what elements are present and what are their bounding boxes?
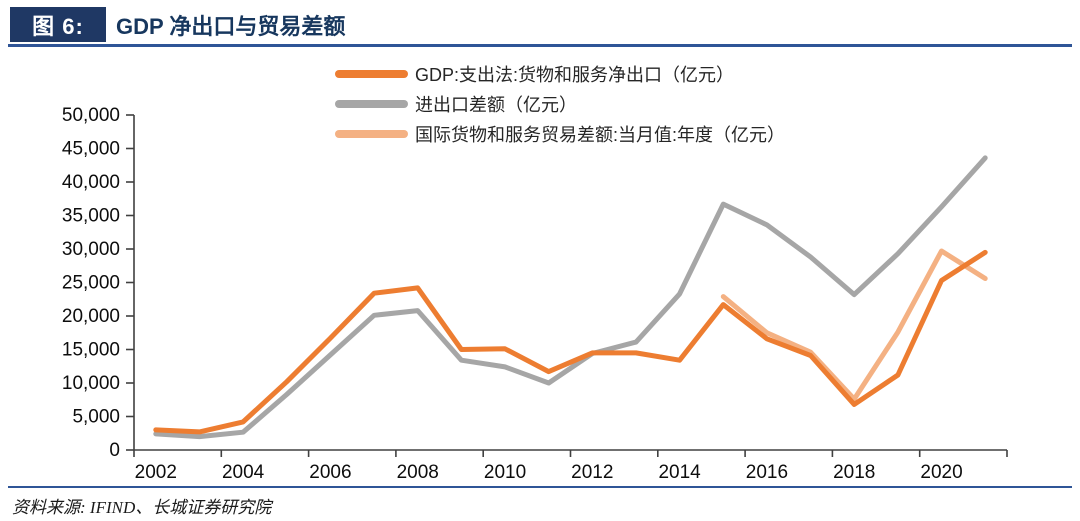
legend-item-gdp-net-exports: GDP:支出法:货物和服务净出口（亿元） bbox=[335, 59, 785, 89]
x-tick-label: 2018 bbox=[833, 462, 875, 483]
figure-title: GDP 净出口与贸易差额 bbox=[116, 14, 346, 39]
legend-swatch-peach bbox=[335, 130, 408, 138]
y-tick-label: 10,000 bbox=[62, 373, 120, 394]
source-note: 资料来源: IFIND、长城证券研究院 bbox=[12, 498, 272, 517]
y-tick-label: 50,000 bbox=[62, 105, 120, 126]
x-tick-label: 2012 bbox=[571, 462, 613, 483]
x-tick-label: 2002 bbox=[135, 462, 177, 483]
figure-number-badge: 图 6: bbox=[10, 7, 106, 42]
x-tick-label: 2014 bbox=[658, 462, 701, 483]
legend-swatch-gray bbox=[335, 100, 408, 108]
legend-swatch-orange bbox=[335, 70, 408, 78]
chart-legend: GDP:支出法:货物和服务净出口（亿元） 进出口差额（亿元） 国际货物和服务贸易… bbox=[335, 59, 785, 149]
y-tick-label: 0 bbox=[109, 440, 120, 461]
x-tick-label: 2004 bbox=[222, 462, 265, 483]
series-line-bop-goods-services bbox=[720, 248, 988, 402]
header-divider bbox=[8, 44, 1072, 47]
y-tick-label: 30,000 bbox=[62, 239, 120, 260]
series-line-trade-balance bbox=[153, 155, 988, 440]
y-tick-label: 5,000 bbox=[72, 407, 120, 428]
legend-label: 国际货物和服务贸易差额:当月值:年度（亿元） bbox=[415, 125, 785, 145]
y-tick-label: 35,000 bbox=[62, 206, 120, 227]
y-tick-label: 45,000 bbox=[62, 139, 120, 160]
footer-divider bbox=[8, 486, 1072, 488]
x-tick-label: 2008 bbox=[397, 462, 439, 483]
y-tick-label: 25,000 bbox=[62, 273, 120, 294]
x-tick-label: 2020 bbox=[920, 462, 962, 483]
legend-item-trade-balance: 进出口差额（亿元） bbox=[335, 89, 785, 119]
y-tick-label: 15,000 bbox=[62, 340, 120, 361]
legend-label: GDP:支出法:货物和服务净出口（亿元） bbox=[415, 65, 735, 85]
x-tick-label: 2006 bbox=[309, 462, 351, 483]
x-tick-label: 2010 bbox=[484, 462, 526, 483]
y-tick-label: 40,000 bbox=[62, 172, 120, 193]
series-line-gdp-net-exports bbox=[153, 249, 988, 435]
x-tick-label: 2016 bbox=[746, 462, 788, 483]
legend-label: 进出口差额（亿元） bbox=[415, 95, 577, 115]
y-tick-label: 20,000 bbox=[62, 306, 120, 327]
legend-item-bop-goods-services: 国际货物和服务贸易差额:当月值:年度（亿元） bbox=[335, 119, 785, 149]
